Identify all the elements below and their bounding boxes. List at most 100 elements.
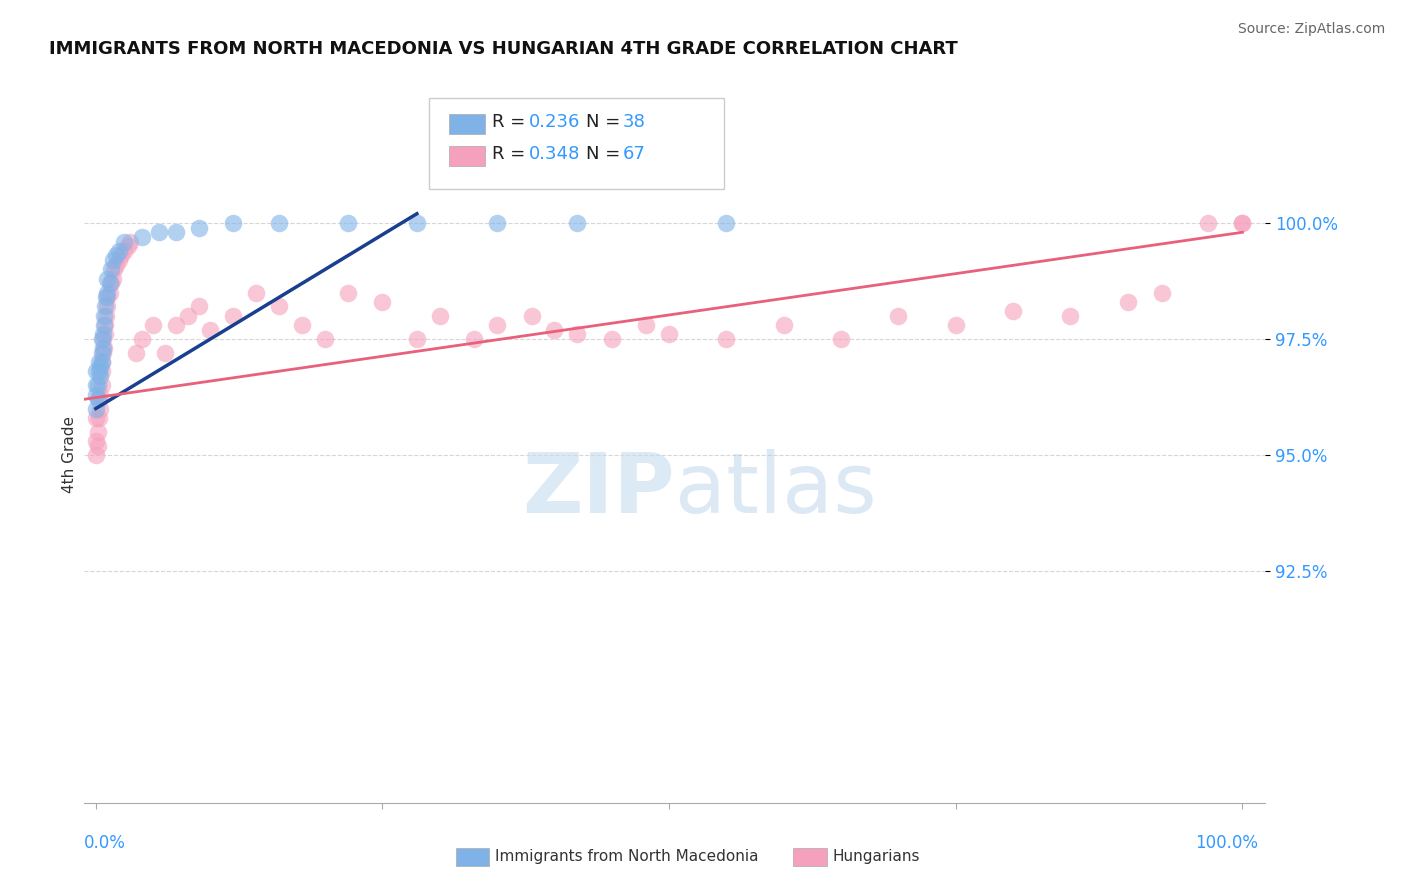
Point (314, 332, 336, 346)
Point (406, 332, 429, 346)
Point (98, 285, 121, 300)
Point (567, 327, 589, 342)
Point (101, 271, 124, 285)
Point (90, 346, 112, 360)
Point (94, 290, 117, 304)
Point (84, 387, 107, 401)
Text: 0.348: 0.348 (529, 145, 581, 163)
Text: R =: R = (492, 145, 531, 163)
Point (1197, 216, 1219, 230)
Point (142, 318, 165, 332)
Point (94, 309, 117, 323)
Point (200, 323, 222, 337)
Text: IMMIGRANTS FROM NORTH MACEDONIA VS HUNGARIAN 4TH GRADE CORRELATION CHART: IMMIGRANTS FROM NORTH MACEDONIA VS HUNGA… (49, 40, 957, 58)
Point (463, 332, 485, 346)
Point (105, 258, 128, 272)
Point (96, 285, 118, 300)
Text: Immigrants from North Macedonia: Immigrants from North Macedonia (495, 849, 758, 863)
Point (945, 318, 967, 332)
Point (107, 244, 129, 258)
Text: 0.236: 0.236 (529, 113, 581, 131)
Point (291, 318, 314, 332)
Point (90, 332, 112, 346)
Point (94, 318, 117, 332)
Point (84, 448, 107, 462)
Point (89, 364, 111, 378)
Text: atlas: atlas (675, 450, 876, 530)
Point (716, 332, 738, 346)
Point (96, 271, 118, 285)
Point (103, 262, 125, 277)
Point (89, 369, 111, 384)
Point (98, 277, 121, 291)
Y-axis label: 4th Grade: 4th Grade (62, 417, 77, 493)
Point (94, 300, 117, 314)
Text: 100.0%: 100.0% (1195, 834, 1258, 852)
Point (1116, 294, 1139, 309)
Point (100, 277, 122, 291)
Point (131, 332, 153, 346)
Point (222, 216, 245, 230)
Point (772, 318, 794, 332)
Point (90, 355, 112, 369)
Point (165, 225, 187, 239)
Text: N =: N = (586, 113, 626, 131)
Text: Hungarians: Hungarians (832, 849, 920, 863)
Point (153, 346, 176, 360)
Point (89, 392, 111, 407)
Point (1232, 216, 1254, 230)
Point (90, 378, 112, 392)
Point (96, 300, 118, 314)
Point (110, 248, 132, 262)
Point (148, 225, 170, 239)
Point (486, 216, 509, 230)
Text: R =: R = (492, 113, 531, 131)
Point (1059, 309, 1081, 323)
Point (105, 248, 128, 262)
Point (269, 216, 291, 230)
Point (636, 318, 658, 332)
Point (87, 378, 110, 392)
Point (486, 318, 509, 332)
Point (87, 439, 110, 453)
Point (84, 410, 107, 425)
Point (337, 216, 360, 230)
Text: ZIP: ZIP (523, 450, 675, 530)
Point (93, 318, 115, 332)
Point (165, 318, 187, 332)
Point (543, 323, 565, 337)
Point (90, 364, 112, 378)
Point (84, 378, 107, 392)
Point (91, 346, 114, 360)
Point (371, 294, 394, 309)
Point (887, 309, 910, 323)
Point (716, 216, 738, 230)
Point (89, 355, 111, 369)
Point (600, 332, 623, 346)
Point (87, 425, 110, 439)
Point (100, 262, 122, 277)
Point (131, 230, 153, 244)
Point (101, 253, 124, 268)
Point (114, 244, 136, 258)
Point (89, 401, 111, 416)
Point (429, 309, 451, 323)
Point (830, 332, 852, 346)
Point (91, 341, 114, 355)
Point (87, 392, 110, 407)
Point (222, 309, 245, 323)
Point (89, 359, 111, 374)
Point (93, 309, 115, 323)
Point (120, 235, 142, 249)
Point (90, 355, 112, 369)
Point (84, 364, 107, 378)
Point (84, 401, 107, 416)
Point (107, 253, 129, 268)
Text: 67: 67 (623, 145, 645, 163)
Point (1152, 285, 1174, 300)
Point (406, 216, 429, 230)
Point (94, 327, 117, 342)
Point (1232, 216, 1254, 230)
Point (245, 285, 267, 300)
Point (188, 300, 211, 314)
